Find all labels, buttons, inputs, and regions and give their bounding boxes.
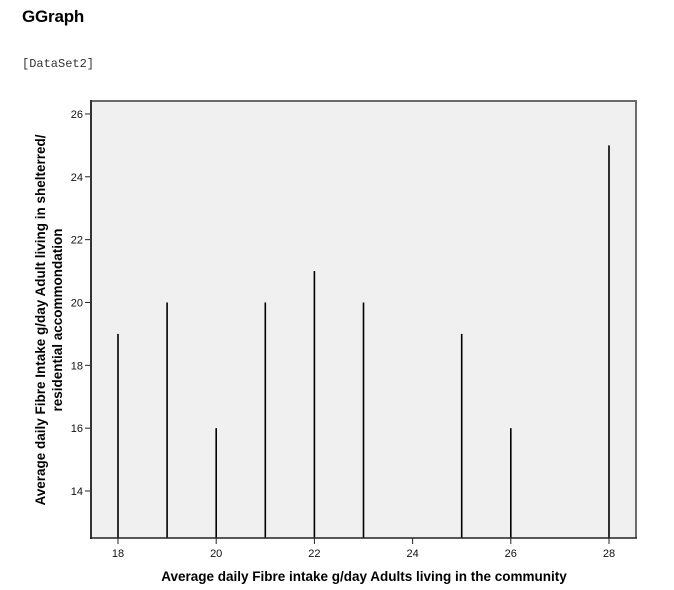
y-tick-label: 16 [71,423,83,435]
y-axis-ticks: 14 16 18 20 22 24 26 [71,109,91,498]
x-axis-ticks: 18 20 22 24 26 28 [112,538,615,560]
y-tick-label: 24 [71,172,83,184]
x-axis-title: Average daily Fibre intake g/day Adults … [161,569,567,584]
x-tick-label: 28 [603,548,615,560]
y-axis-title-line2: residential accommondation [50,228,65,411]
y-tick-label: 22 [71,235,83,247]
data-lines [117,145,610,538]
y-tick-label: 26 [71,109,83,121]
y-tick-label: 18 [71,360,83,372]
x-tick-label: 24 [406,548,418,560]
x-tick-label: 22 [308,548,320,560]
x-tick-label: 18 [112,548,124,560]
y-tick-label: 14 [71,486,83,498]
dataset-label: [DataSet2] [22,57,95,71]
x-tick-label: 20 [210,548,222,560]
y-tick-label: 20 [71,297,83,309]
x-tick-label: 26 [505,548,517,560]
y-axis-title-line1: Average daily Fibre Intake g/day Adult l… [33,134,48,505]
page-title: GGraph [22,7,85,26]
